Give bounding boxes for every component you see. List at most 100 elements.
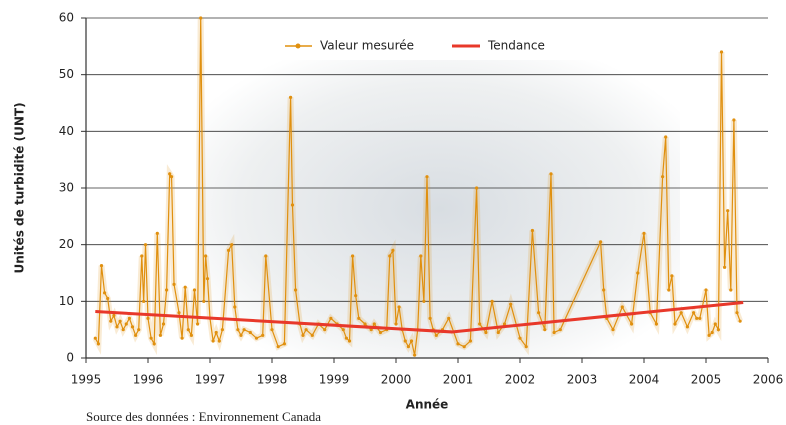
data-point xyxy=(351,254,354,257)
data-point xyxy=(283,342,286,345)
data-point xyxy=(692,311,695,314)
data-point xyxy=(363,322,366,325)
data-point xyxy=(134,334,137,337)
data-point xyxy=(357,317,360,320)
data-point xyxy=(239,334,242,337)
x-tick-label: 2003 xyxy=(567,373,598,387)
data-point xyxy=(119,320,122,323)
x-tick-label: 2005 xyxy=(691,373,722,387)
x-axis-label: Année xyxy=(406,398,449,412)
data-point xyxy=(537,311,540,314)
data-point xyxy=(388,254,391,257)
data-point xyxy=(599,240,602,243)
data-point xyxy=(103,291,106,294)
data-point xyxy=(236,328,239,331)
data-point xyxy=(128,317,131,320)
data-point xyxy=(168,172,171,175)
data-point xyxy=(270,328,273,331)
data-point xyxy=(181,337,184,340)
data-point xyxy=(732,118,735,121)
data-point xyxy=(680,311,683,314)
y-tick-label: 50 xyxy=(59,67,74,81)
x-tick-label: 1998 xyxy=(257,373,288,387)
source-note: Source des données : Environnement Canad… xyxy=(86,409,321,424)
data-point xyxy=(150,337,153,340)
data-point xyxy=(379,331,382,334)
data-point xyxy=(373,322,376,325)
data-point xyxy=(429,317,432,320)
x-tick-label: 2002 xyxy=(505,373,536,387)
data-point xyxy=(491,300,494,303)
data-point xyxy=(218,339,221,342)
data-point xyxy=(193,288,196,291)
data-point xyxy=(407,345,410,348)
data-point xyxy=(243,328,246,331)
data-point xyxy=(708,334,711,337)
data-point xyxy=(611,328,614,331)
data-point xyxy=(162,322,165,325)
data-point xyxy=(261,334,264,337)
data-point xyxy=(159,334,162,337)
data-point xyxy=(720,50,723,53)
data-point xyxy=(391,249,394,252)
data-point xyxy=(348,339,351,342)
y-tick-label: 0 xyxy=(66,351,74,365)
y-tick-label: 40 xyxy=(59,124,74,138)
data-point xyxy=(221,328,224,331)
data-point xyxy=(301,334,304,337)
data-point xyxy=(345,337,348,340)
data-point xyxy=(94,337,97,340)
data-point xyxy=(714,322,717,325)
data-point xyxy=(249,331,252,334)
data-point xyxy=(735,311,738,314)
data-point xyxy=(323,328,326,331)
x-tick-label: 2004 xyxy=(629,373,660,387)
x-tick-label: 1999 xyxy=(319,373,350,387)
data-point xyxy=(227,249,230,252)
data-point xyxy=(204,254,207,257)
data-point xyxy=(255,337,258,340)
x-tick-label: 2006 xyxy=(753,373,784,387)
data-point xyxy=(153,342,156,345)
data-point xyxy=(723,266,726,269)
data-point xyxy=(686,325,689,328)
data-point xyxy=(410,339,413,342)
data-point xyxy=(422,300,425,303)
data-point xyxy=(131,325,134,328)
data-point xyxy=(661,175,664,178)
data-point xyxy=(667,288,670,291)
data-point xyxy=(165,288,168,291)
data-point xyxy=(291,203,294,206)
x-tick-label: 1997 xyxy=(195,373,226,387)
data-point xyxy=(518,337,521,340)
data-point xyxy=(212,339,215,342)
x-tick-label: 1995 xyxy=(71,373,102,387)
y-tick-label: 10 xyxy=(59,294,74,308)
data-point xyxy=(543,328,546,331)
y-tick-label: 20 xyxy=(59,237,74,251)
x-tick-label: 2000 xyxy=(381,373,412,387)
data-point xyxy=(202,300,205,303)
data-point xyxy=(717,328,720,331)
data-point xyxy=(447,317,450,320)
chart: Unités de turbidité (UNT) Année Source d… xyxy=(0,0,786,425)
data-point xyxy=(289,96,292,99)
data-point xyxy=(559,328,562,331)
data-point xyxy=(177,311,180,314)
data-point xyxy=(144,243,147,246)
data-point xyxy=(435,334,438,337)
data-point xyxy=(419,254,422,257)
data-point xyxy=(531,229,534,232)
data-point xyxy=(475,186,478,189)
data-point xyxy=(170,175,173,178)
data-point xyxy=(112,314,115,317)
data-point xyxy=(670,274,673,277)
data-point xyxy=(478,322,481,325)
data-point xyxy=(553,331,556,334)
data-point xyxy=(329,317,332,320)
data-point xyxy=(456,342,459,345)
data-point xyxy=(425,175,428,178)
data-point xyxy=(726,209,729,212)
data-point xyxy=(509,303,512,306)
data-point xyxy=(196,322,199,325)
